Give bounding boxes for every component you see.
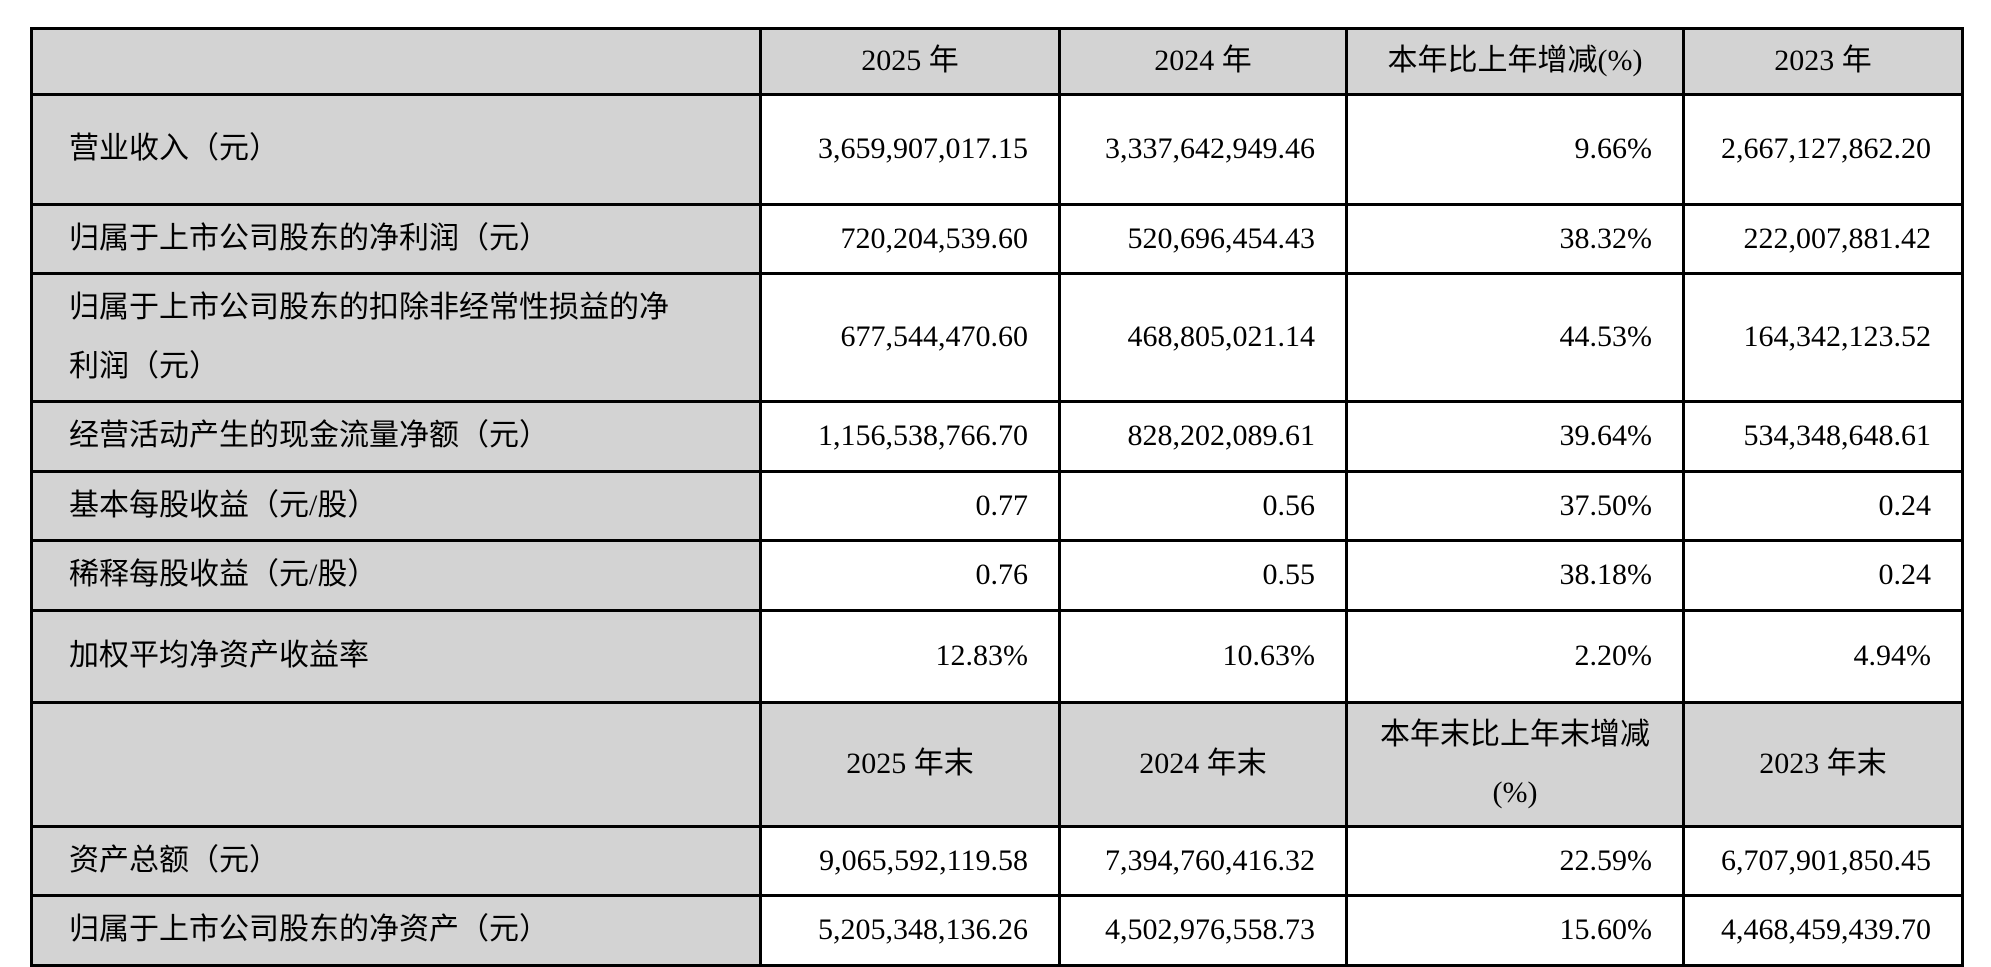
table-row: 资产总额（元） 9,065,592,119.58 7,394,760,416.3… xyxy=(30,824,1964,897)
financial-summary-table: 2025 年 2024 年 本年比上年增减(%) 2023 年 营业收入（元） … xyxy=(30,27,1964,967)
cell-value: 3,659,907,017.15 xyxy=(759,92,1061,206)
cell-value: 7,394,760,416.32 xyxy=(1058,824,1348,897)
column-header-2023: 2023 年 xyxy=(1682,27,1964,96)
cell-value: 38.18% xyxy=(1345,539,1685,612)
cell-value: 4,468,459,439.70 xyxy=(1682,894,1964,967)
cell-value: 1,156,538,766.70 xyxy=(759,400,1061,473)
cell-value: 0.24 xyxy=(1682,469,1964,542)
table-row: 稀释每股收益（元/股） 0.76 0.55 38.18% 0.24 xyxy=(30,539,1964,612)
cell-value: 15.60% xyxy=(1345,894,1685,967)
cell-value: 10.63% xyxy=(1058,608,1348,704)
corner-cell xyxy=(30,27,762,96)
row-label-weighted-avg-roe: 加权平均净资产收益率 xyxy=(30,608,762,704)
cell-value: 222,007,881.42 xyxy=(1682,202,1964,275)
cell-value: 164,342,123.52 xyxy=(1682,272,1964,403)
cell-value: 0.55 xyxy=(1058,539,1348,612)
cell-value: 534,348,648.61 xyxy=(1682,400,1964,473)
table-row: 归属于上市公司股东的扣除非经常性损益的净利润（元） 677,544,470.60… xyxy=(30,272,1964,403)
column-header-2024-yearend: 2024 年末 xyxy=(1058,700,1348,828)
table-row: 营业收入（元） 3,659,907,017.15 3,337,642,949.4… xyxy=(30,92,1964,206)
cell-value: 2.20% xyxy=(1345,608,1685,704)
column-header-2024: 2024 年 xyxy=(1058,27,1348,96)
cell-value: 4,502,976,558.73 xyxy=(1058,894,1348,967)
column-header-2025-yearend: 2025 年末 xyxy=(759,700,1061,828)
cell-value: 9.66% xyxy=(1345,92,1685,206)
table-row: 基本每股收益（元/股） 0.77 0.56 37.50% 0.24 xyxy=(30,469,1964,542)
cell-value: 0.77 xyxy=(759,469,1061,542)
column-header-2023-yearend: 2023 年末 xyxy=(1682,700,1964,828)
row-label-basic-eps: 基本每股收益（元/股） xyxy=(30,469,762,542)
cell-value: 38.32% xyxy=(1345,202,1685,275)
financial-summary-table-container: 2025 年 2024 年 本年比上年增减(%) 2023 年 营业收入（元） … xyxy=(30,27,1964,967)
row-label-operating-revenue: 营业收入（元） xyxy=(30,92,762,206)
row-label-operating-cash-flow: 经营活动产生的现金流量净额（元） xyxy=(30,400,762,473)
cell-value: 468,805,021.14 xyxy=(1058,272,1348,403)
cell-value: 39.64% xyxy=(1345,400,1685,473)
cell-value: 44.53% xyxy=(1345,272,1685,403)
section1-header-row: 2025 年 2024 年 本年比上年增减(%) 2023 年 xyxy=(30,27,1964,96)
row-label-net-profit: 归属于上市公司股东的净利润（元） xyxy=(30,202,762,275)
cell-value: 828,202,089.61 xyxy=(1058,400,1348,473)
column-header-yearend-change: 本年末比上年末增减(%) xyxy=(1345,700,1685,828)
corner-cell xyxy=(30,700,762,828)
cell-value: 12.83% xyxy=(759,608,1061,704)
cell-value: 9,065,592,119.58 xyxy=(759,824,1061,897)
cell-value: 6,707,901,850.45 xyxy=(1682,824,1964,897)
cell-value: 520,696,454.43 xyxy=(1058,202,1348,275)
cell-value: 0.76 xyxy=(759,539,1061,612)
section2-header-row: 2025 年末 2024 年末 本年末比上年末增减(%) 2023 年末 xyxy=(30,700,1964,828)
cell-value: 37.50% xyxy=(1345,469,1685,542)
row-label-net-profit-excl-nonrecurring: 归属于上市公司股东的扣除非经常性损益的净利润（元） xyxy=(30,272,762,403)
cell-value: 0.24 xyxy=(1682,539,1964,612)
row-label-net-assets: 归属于上市公司股东的净资产（元） xyxy=(30,894,762,967)
table-row: 经营活动产生的现金流量净额（元） 1,156,538,766.70 828,20… xyxy=(30,400,1964,473)
column-header-yoy-change: 本年比上年增减(%) xyxy=(1345,27,1685,96)
column-header-2025: 2025 年 xyxy=(759,27,1061,96)
row-label-total-assets: 资产总额（元） xyxy=(30,824,762,897)
cell-value: 3,337,642,949.46 xyxy=(1058,92,1348,206)
cell-value: 0.56 xyxy=(1058,469,1348,542)
cell-value: 4.94% xyxy=(1682,608,1964,704)
row-label-diluted-eps: 稀释每股收益（元/股） xyxy=(30,539,762,612)
cell-value: 22.59% xyxy=(1345,824,1685,897)
cell-value: 720,204,539.60 xyxy=(759,202,1061,275)
table-row: 归属于上市公司股东的净利润（元） 720,204,539.60 520,696,… xyxy=(30,202,1964,275)
cell-value: 5,205,348,136.26 xyxy=(759,894,1061,967)
cell-value: 677,544,470.60 xyxy=(759,272,1061,403)
cell-value: 2,667,127,862.20 xyxy=(1682,92,1964,206)
table-row: 归属于上市公司股东的净资产（元） 5,205,348,136.26 4,502,… xyxy=(30,894,1964,967)
table-row: 加权平均净资产收益率 12.83% 10.63% 2.20% 4.94% xyxy=(30,608,1964,704)
